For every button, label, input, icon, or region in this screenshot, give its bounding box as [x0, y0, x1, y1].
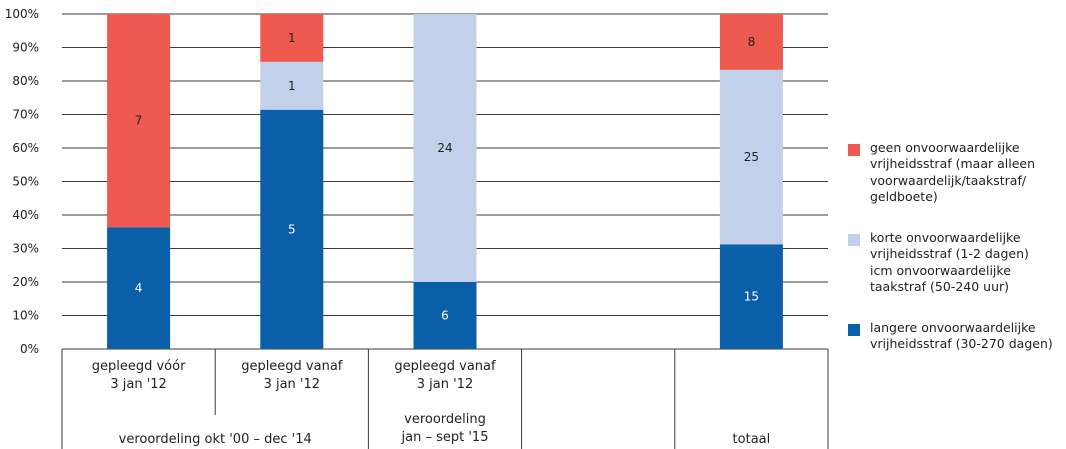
category-label: gepleegd vóór: [92, 359, 186, 374]
data-label: 4: [135, 281, 143, 295]
legend-line: vrijheidsstraf (maar alleen: [870, 156, 1035, 172]
legend-line: langere onvoorwaardelijke: [870, 320, 1036, 335]
legend-line: geldboete): [870, 188, 938, 204]
bar-segment-langere: [260, 109, 324, 349]
bar-segment-geen: [260, 14, 324, 62]
data-label: 8: [748, 35, 756, 49]
legend-label-langere: langere onvoorwaardelijke vrijheidsstraf…: [870, 320, 1062, 353]
y-tick-label: 60%: [12, 141, 39, 155]
y-tick-label: 0%: [20, 342, 39, 356]
y-tick-label: 80%: [12, 74, 39, 88]
legend-swatch-geen: [848, 144, 860, 156]
bar-segment-korte: [719, 69, 783, 245]
data-label: 1: [288, 31, 296, 45]
data-label: 1: [288, 79, 296, 93]
group-label: veroordeling okt '00 – dec '14: [119, 432, 312, 447]
bar-segment-langere: [719, 244, 783, 349]
legend-swatch-korte: [848, 234, 860, 246]
y-tick-label: 30%: [12, 242, 39, 256]
y-tick-label: 70%: [12, 108, 39, 122]
legend-label-korte: korte onvoorwaardelijke vrijheidsstraf (…: [870, 230, 1062, 295]
bar-segment-geen: [107, 14, 171, 228]
data-label: 5: [288, 222, 296, 236]
category-label: 3 jan '12: [417, 377, 473, 392]
y-tick-label: 40%: [12, 208, 39, 222]
category-label: gepleegd vanaf: [394, 359, 496, 374]
legend-label-geen: geen onvoorwaardelijke vrijheidsstraf (m…: [870, 140, 1062, 205]
bar-segment-korte: [413, 14, 477, 282]
legend-swatch-langere: [848, 324, 860, 336]
y-tick-label: 50%: [12, 175, 39, 189]
data-label: 6: [441, 309, 449, 323]
bar-segment-korte: [260, 61, 324, 110]
data-label: 7: [135, 114, 143, 128]
group-label: totaal: [733, 432, 771, 447]
y-tick-label: 10%: [12, 309, 39, 323]
y-tick-label: 90%: [12, 41, 39, 55]
legend-line: vrijheidsstraf (1-2 dagen): [870, 246, 1029, 262]
data-label: 25: [744, 150, 759, 164]
category-label: 3 jan '12: [264, 377, 320, 392]
y-tick-label: 20%: [12, 275, 39, 289]
legend-line: vrijheidsstraf (30-270 dagen): [870, 336, 1053, 352]
bar-segment-langere: [107, 227, 171, 349]
legend-line: icm onvoorwaardelijke: [870, 262, 1011, 278]
category-label: 3 jan '12: [110, 377, 166, 392]
legend-line: voorwaardelijk/taakstraf/: [870, 172, 1027, 188]
legend-line: geen onvoorwaardelijke: [870, 140, 1020, 155]
y-tick-label: 100%: [5, 7, 39, 21]
group-label: veroordeling: [404, 412, 486, 427]
data-label: 15: [744, 290, 759, 304]
stacked-bar-chart: 0% 10% 20% 30% 40% 50% 60% 70% 80% 90% 100% 4 7 5 1 1 6 2…: [5, 7, 829, 449]
legend-line: taakstraf (50-240 uur): [870, 278, 1010, 294]
category-label: gepleegd vanaf: [241, 359, 343, 374]
legend-line: korte onvoorwaardelijke: [870, 230, 1021, 245]
bar-segment-langere: [413, 282, 477, 349]
bar-segment-geen: [719, 14, 783, 70]
data-label: 24: [437, 141, 452, 155]
group-label: jan – sept '15: [401, 430, 489, 445]
